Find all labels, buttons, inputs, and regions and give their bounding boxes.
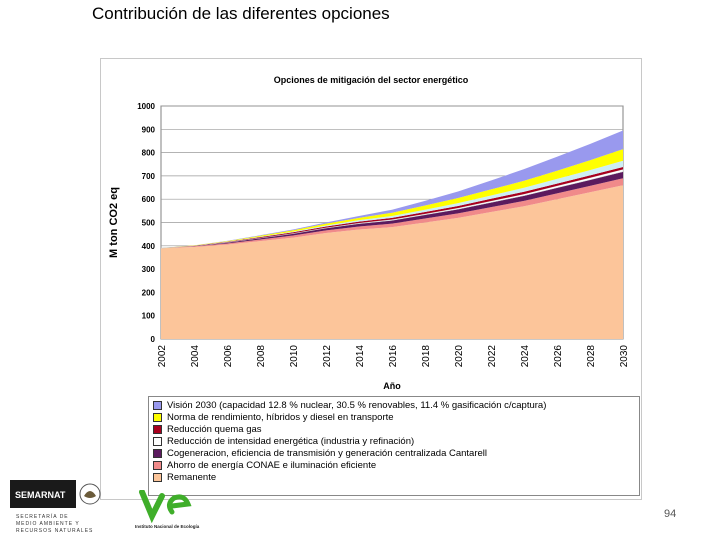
- legend-swatch: [153, 400, 162, 410]
- legend-item: Ahorro de energía CONAE e iluminación ef…: [153, 459, 635, 471]
- y-tick-label: 300: [142, 265, 156, 274]
- x-tick-label: 2004: [190, 345, 201, 368]
- x-axis-label: Año: [383, 381, 401, 391]
- chart-panel: Opciones de mitigación del sector energé…: [100, 58, 642, 500]
- semarnat-logo: SEMARNAT SECRETARÍA DE MEDIO AMBIENTE Y …: [10, 480, 102, 536]
- legend-label: Reducción quema gas: [167, 423, 262, 435]
- x-tick-label: 2010: [289, 345, 300, 368]
- stacked-area-chart: 0 100 200 300 400 500 600 700 800 900 1000 2002 2004…: [108, 102, 630, 391]
- legend-swatch: [153, 424, 162, 434]
- legend-swatch: [153, 436, 162, 446]
- y-tick-label: 600: [142, 195, 156, 204]
- legend-item: Reducción quema gas: [153, 423, 635, 435]
- legend-item: Visión 2030 (capacidad 12.8 % nuclear, 3…: [153, 399, 635, 411]
- legend-swatch: [153, 460, 162, 470]
- legend-swatch: [153, 448, 162, 458]
- x-tick-label: 2030: [619, 345, 630, 368]
- x-tick-label: 2006: [223, 345, 234, 368]
- semarnat-line-1: SECRETARÍA DE: [16, 514, 69, 520]
- ine-name: Instituto Nacional de Ecología: [135, 524, 200, 529]
- legend-item: Remanente: [153, 471, 635, 483]
- legend-label: Visión 2030 (capacidad 12.8 % nuclear, 3…: [167, 399, 547, 411]
- x-tick-label: 2020: [454, 345, 465, 368]
- page-number: 94: [664, 508, 677, 520]
- y-tick-label: 1000: [137, 102, 155, 111]
- y-tick-label: 700: [142, 172, 156, 181]
- chart-title: Opciones de mitigación del sector energé…: [273, 75, 469, 85]
- x-tick-label: 2002: [157, 345, 168, 368]
- legend-label: Remanente: [167, 471, 217, 483]
- x-tick-label: 2022: [487, 345, 498, 368]
- ine-emblem-icon: [139, 489, 192, 524]
- ine-logo: Instituto Nacional de Ecología: [132, 489, 222, 536]
- y-tick-label: 800: [142, 149, 156, 158]
- x-tick-label: 2018: [421, 345, 432, 368]
- y-tick-label: 200: [142, 288, 156, 297]
- x-tick-label: 2024: [520, 345, 531, 368]
- semarnat-emblem-icon: SEMARNAT: [10, 480, 101, 508]
- legend-swatch: [153, 412, 162, 422]
- semarnat-line-2: MEDIO AMBIENTE Y: [16, 521, 80, 527]
- x-tick-label: 2016: [388, 345, 399, 368]
- y-tick-label: 100: [142, 312, 156, 321]
- y-tick-label: 0: [151, 335, 156, 344]
- legend-swatch: [153, 472, 162, 482]
- legend-label: Ahorro de energía CONAE e iluminación ef…: [167, 459, 377, 471]
- x-tick-label: 2012: [322, 345, 333, 368]
- legend-item: Cogeneracion, eficiencia de transmisión …: [153, 447, 635, 459]
- y-tick-label: 900: [142, 125, 156, 134]
- x-tick-label: 2014: [355, 345, 366, 368]
- x-tick-label: 2028: [586, 345, 597, 368]
- x-tick-label: 2026: [553, 345, 564, 368]
- y-axis-label: M ton CO2 eq: [108, 187, 120, 258]
- semarnat-line-3: RECURSOS NATURALES: [16, 528, 94, 534]
- area-series-1: [161, 185, 623, 339]
- chart-legend: Visión 2030 (capacidad 12.8 % nuclear, 3…: [148, 396, 640, 496]
- legend-label: Reducción de intensidad energética (indu…: [167, 435, 415, 447]
- y-tick-label: 500: [142, 219, 156, 228]
- y-tick-label: 400: [142, 242, 156, 251]
- semarnat-wordmark: SEMARNAT: [15, 490, 66, 500]
- legend-label: Cogeneracion, eficiencia de transmisión …: [167, 447, 488, 459]
- semarnat-subtitle: SECRETARÍA DE MEDIO AMBIENTE Y RECURSOS …: [16, 514, 93, 535]
- legend-label: Norma de rendimiento, híbridos y diesel …: [167, 411, 394, 423]
- slide-title: Contribución de las diferentes opciones: [92, 4, 390, 23]
- legend-item: Reducción de intensidad energética (indu…: [153, 435, 635, 447]
- x-tick-label: 2008: [256, 345, 267, 368]
- legend-item: Norma de rendimiento, híbridos y diesel …: [153, 411, 635, 423]
